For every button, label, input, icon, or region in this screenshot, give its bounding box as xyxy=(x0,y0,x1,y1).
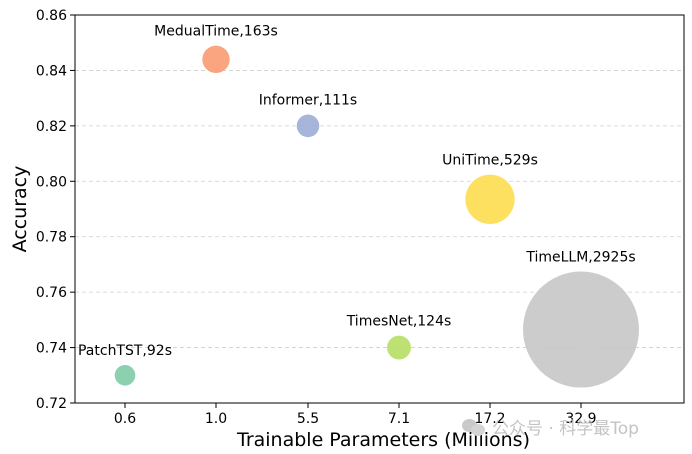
plot-frame xyxy=(74,14,685,404)
y-axis: 0.72 0.74 0.76 0.78 0.80 0.82 0.84 0.86 xyxy=(36,8,75,412)
point-label-medualtime: MedualTime,163s xyxy=(154,24,278,40)
y-tick-label: 0.84 xyxy=(36,63,67,79)
x-axis-label: Trainable Parameters (Millions) xyxy=(236,429,530,451)
y-tick-label: 0.82 xyxy=(36,119,67,135)
x-tick-label: 5.5 xyxy=(297,411,319,427)
x-axis: 0.6 1.0 5.5 7.1 17.2 32.9 xyxy=(114,403,597,427)
point-label-timellm: TimeLLM,2925s xyxy=(525,250,635,266)
watermark: 公众号 · 科学最Top xyxy=(462,414,639,439)
y-axis-label: Accuracy xyxy=(9,166,31,253)
watermark-text: 公众号 · 科学最Top xyxy=(492,419,639,439)
bubble-medualtime xyxy=(202,45,230,74)
point-label-informer: Informer,111s xyxy=(259,93,357,109)
bubble-unitime xyxy=(465,174,515,224)
x-tick-label: 32.9 xyxy=(565,411,596,427)
y-tick-label: 0.86 xyxy=(36,8,67,24)
y-tick-label: 0.74 xyxy=(36,341,67,357)
y-tick-label: 0.80 xyxy=(36,174,67,190)
bubble-timesnet xyxy=(387,335,411,360)
x-tick-label: 0.6 xyxy=(114,411,136,427)
bubble-patchtst xyxy=(114,364,136,386)
x-tick-label: 17.2 xyxy=(474,411,505,427)
point-label-patchtst: PatchTST,92s xyxy=(78,343,172,359)
x-tick-label: 1.0 xyxy=(205,411,227,427)
point-labels: PatchTST,92s MedualTime,163s Informer,111s… xyxy=(78,24,636,359)
point-label-timesnet: TimesNet,124s xyxy=(346,314,452,330)
bubble-timellm xyxy=(523,271,639,388)
wechat-icon xyxy=(462,417,486,437)
x-tick-label: 7.1 xyxy=(388,411,410,427)
bubbles xyxy=(114,45,639,388)
y-tick-label: 0.76 xyxy=(36,285,67,301)
y-tick-label: 0.72 xyxy=(36,396,67,412)
point-label-unitime: UniTime,529s xyxy=(442,153,538,169)
y-tick-label: 0.78 xyxy=(36,230,67,246)
bubble-informer xyxy=(296,114,320,138)
